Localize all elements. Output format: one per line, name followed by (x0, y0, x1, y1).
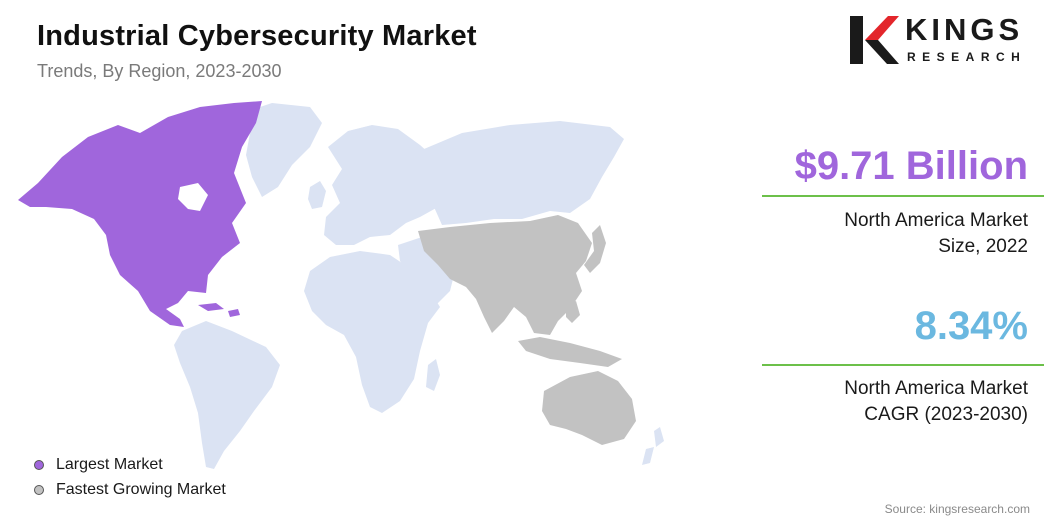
stat-cagr-value: 8.34% (914, 304, 1028, 348)
stat-market-size: $9.71 Billion (795, 146, 1028, 186)
stat-market-size-label-line1: North America Market (844, 210, 1028, 231)
stat-divider-1 (762, 195, 1044, 197)
world-map (10, 95, 680, 475)
chart-subtitle: Trends, By Region, 2023-2030 (37, 61, 282, 81)
stat-market-size-label: North America Market Size, 2022 (844, 208, 1028, 260)
kings-k-mark-icon (850, 16, 899, 64)
legend-swatch-fastest (34, 484, 44, 495)
region-uk (308, 181, 326, 209)
region-asia-pacific (418, 215, 592, 335)
region-japan (584, 225, 606, 273)
legend-item-largest: Largest Market (34, 452, 226, 477)
chart-title: Industrial Cybersecurity Market (37, 20, 477, 52)
region-madagascar (426, 359, 440, 391)
stat-cagr-label-line2: CAGR (2023-2030) (864, 404, 1028, 425)
region-iceland (268, 153, 290, 167)
region-africa (304, 251, 440, 413)
legend-label-largest: Largest Market (56, 455, 163, 473)
region-new-zealand (642, 427, 664, 465)
stat-divider-2 (762, 364, 1044, 366)
stat-market-size-value: $9.71 Billion (794, 144, 1028, 188)
logo-tagline: RESEARCH (907, 50, 1027, 64)
kings-research-logo: KINGS RESEARCH (848, 12, 1044, 68)
legend-swatch-largest (34, 459, 44, 470)
stat-cagr: 8.34% (915, 306, 1028, 346)
legend-item-fastest: Fastest Growing Market (34, 477, 226, 502)
stat-cagr-label: North America Market CAGR (2023-2030) (844, 376, 1028, 428)
region-caribbean (198, 303, 240, 317)
region-south-america (174, 321, 280, 469)
logo-brand: KINGS (905, 12, 1024, 47)
stat-market-size-label-line2: Size, 2022 (938, 236, 1028, 257)
stat-cagr-label-line1: North America Market (844, 378, 1028, 399)
region-australia (542, 371, 636, 445)
region-europe (324, 125, 446, 245)
region-indonesia (518, 301, 622, 367)
source-note: Source: kingsresearch.com (884, 502, 1030, 516)
legend-label-fastest: Fastest Growing Market (56, 480, 226, 498)
chart-legend: Largest Market Fastest Growing Market (34, 452, 226, 502)
region-russia (424, 121, 624, 225)
region-north-america (18, 101, 262, 327)
region-greenland (242, 103, 322, 197)
